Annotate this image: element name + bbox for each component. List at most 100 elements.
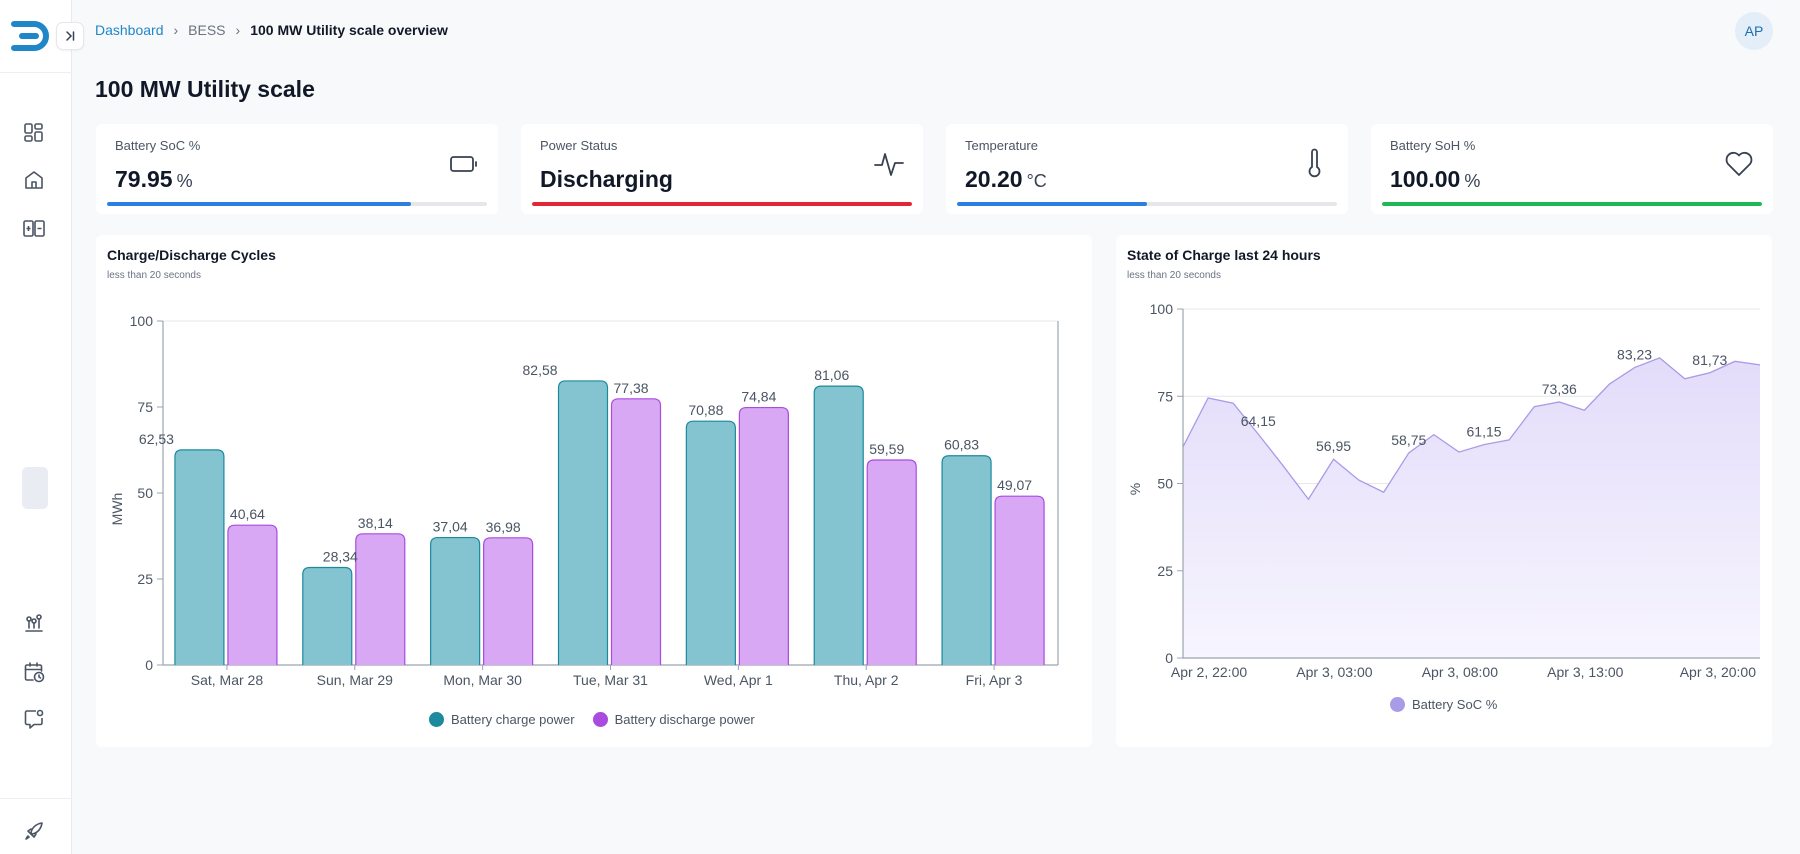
kpi-progress-track xyxy=(107,202,487,206)
dashboard-grid-icon[interactable] xyxy=(20,119,48,147)
legend-item-discharge[interactable]: Battery discharge power xyxy=(592,712,755,727)
bar-discharge xyxy=(227,524,278,665)
bar-discharge xyxy=(994,495,1045,665)
soc-legend: Battery SoC % xyxy=(1390,697,1497,712)
sidebar xyxy=(0,0,72,854)
kpi-progress-fill xyxy=(107,202,411,206)
kpi-value-number: 100.00 xyxy=(1390,166,1461,192)
cycles-chart-card: Charge/Discharge Cycles less than 20 sec… xyxy=(96,235,1092,747)
bar-discharge xyxy=(738,406,789,665)
x-tick-label: Fri, Apr 3 xyxy=(966,672,1023,688)
x-tick-label: Apr 3, 20:00 xyxy=(1680,664,1756,680)
battery-icon xyxy=(448,148,480,180)
y-axis-label: % xyxy=(1127,483,1143,495)
legend-item-charge[interactable]: Battery charge power xyxy=(429,712,575,727)
x-tick-label: Wed, Apr 1 xyxy=(704,672,773,688)
chart-subtitle: less than 20 seconds xyxy=(107,270,201,281)
y-tick-label: 0 xyxy=(1165,650,1173,666)
kpi-card-soh: Battery SoH % 100.00% xyxy=(1371,124,1773,214)
data-label: 40,64 xyxy=(230,506,265,522)
kpi-label: Temperature xyxy=(965,138,1038,153)
legend-item-soc[interactable]: Battery SoC % xyxy=(1390,697,1497,712)
bar-discharge xyxy=(610,398,662,665)
heart-icon xyxy=(1723,148,1755,180)
x-tick-label: Mon, Mar 30 xyxy=(443,672,522,688)
data-label: 81,06 xyxy=(814,367,849,383)
bar-charge xyxy=(941,455,992,665)
x-tick-label: Apr 3, 13:00 xyxy=(1547,664,1623,680)
y-tick-label: 50 xyxy=(1157,476,1173,492)
battery-storage-icon[interactable] xyxy=(20,214,48,242)
x-tick-label: Thu, Apr 2 xyxy=(834,672,899,688)
data-label: 77,38 xyxy=(614,380,649,396)
x-tick-label: Tue, Mar 31 xyxy=(573,672,648,688)
soc-area-fill xyxy=(1183,357,1760,658)
data-label: 36,98 xyxy=(486,519,521,535)
x-tick-label: Apr 2, 22:00 xyxy=(1171,664,1247,680)
x-tick-label: Sun, Mar 29 xyxy=(317,672,393,688)
data-label: 70,88 xyxy=(688,402,723,418)
kpi-value: Discharging xyxy=(540,166,673,193)
data-label: 81,73 xyxy=(1692,352,1727,368)
sidebar-divider xyxy=(0,72,72,73)
data-label: 59,59 xyxy=(869,441,904,457)
y-tick-label: 75 xyxy=(137,399,153,415)
kpi-label: Battery SoH % xyxy=(1390,138,1476,153)
x-tick-label: Sat, Mar 28 xyxy=(191,672,264,688)
y-tick-label: 0 xyxy=(145,657,153,673)
breadcrumb-separator-icon: › xyxy=(173,22,179,38)
kpi-unit: °C xyxy=(1026,171,1047,191)
user-avatar[interactable]: AP xyxy=(1735,12,1773,50)
kpi-progress-fill xyxy=(532,202,912,206)
breadcrumb-bess-link[interactable]: BESS xyxy=(188,22,226,38)
calendar-clock-icon[interactable] xyxy=(20,658,48,686)
kpi-label: Power Status xyxy=(540,138,618,153)
kpi-value-number: 20.20 xyxy=(965,166,1023,192)
bar-charge xyxy=(685,420,736,665)
kpi-card-soc: Battery SoC % 79.95% xyxy=(96,124,498,214)
bar-charge xyxy=(813,385,864,665)
rocket-icon[interactable] xyxy=(20,817,48,845)
chart-title: Charge/Discharge Cycles xyxy=(107,247,276,263)
cycles-bar-chart: 0 25 50 75 100 MWh Sat, Mar 28 Sun, Mar 29 Mon, … xyxy=(109,313,1059,688)
home-icon[interactable] xyxy=(20,166,48,194)
x-tick-label: Apr 3, 08:00 xyxy=(1422,664,1498,680)
legend-dot xyxy=(429,712,444,727)
data-label: 49,07 xyxy=(997,477,1032,493)
legend-dot xyxy=(1390,697,1405,712)
legend-dot xyxy=(592,712,608,727)
soc-area-chart: 0 25 50 75 100% Apr 2, 22:00 Apr 3, 03:00 Apr 3… xyxy=(1127,301,1761,680)
kpi-progress-track xyxy=(957,202,1337,206)
sidebar-collapse-button[interactable] xyxy=(56,22,84,50)
breadcrumb: Dashboard › BESS › 100 MW Utility scale … xyxy=(95,22,448,38)
kpi-progress-fill xyxy=(957,202,1147,206)
bar-charge xyxy=(430,536,481,665)
breadcrumb-current: 100 MW Utility scale overview xyxy=(250,22,448,38)
breadcrumb-dashboard-link[interactable]: Dashboard xyxy=(95,22,164,38)
legend-label: Battery SoC % xyxy=(1412,697,1498,712)
thermometer-icon xyxy=(1298,148,1330,180)
brand-logo[interactable] xyxy=(10,14,54,58)
data-label: 74,84 xyxy=(741,389,776,405)
kpi-value: 100.00% xyxy=(1390,166,1480,193)
bar-charge xyxy=(174,449,225,665)
bar-charge xyxy=(302,566,353,665)
soc-series-line xyxy=(1182,357,1761,501)
y-tick-label: 25 xyxy=(137,571,153,587)
legend-label: Battery discharge power xyxy=(614,712,755,727)
kpi-unit: % xyxy=(1464,171,1481,191)
analytics-icon[interactable] xyxy=(20,609,48,637)
sidebar-active-indicator[interactable] xyxy=(22,467,48,509)
message-notification-icon[interactable] xyxy=(20,705,48,733)
kpi-value-text: Discharging xyxy=(540,166,673,192)
data-label: 64,15 xyxy=(1241,413,1276,429)
kpi-card-power-status: Power Status Discharging xyxy=(521,124,923,214)
y-tick-label: 100 xyxy=(130,313,154,329)
kpi-value: 79.95% xyxy=(115,166,193,193)
kpi-card-temperature: Temperature 20.20 °C xyxy=(946,124,1348,214)
kpi-value: 20.20 °C xyxy=(965,166,1047,193)
soc-chart-card: State of Charge last 24 hours less than … xyxy=(1116,235,1772,747)
y-tick-label: 75 xyxy=(1157,388,1173,404)
bar-charge xyxy=(557,380,609,665)
chart-title: State of Charge last 24 hours xyxy=(1127,247,1321,263)
